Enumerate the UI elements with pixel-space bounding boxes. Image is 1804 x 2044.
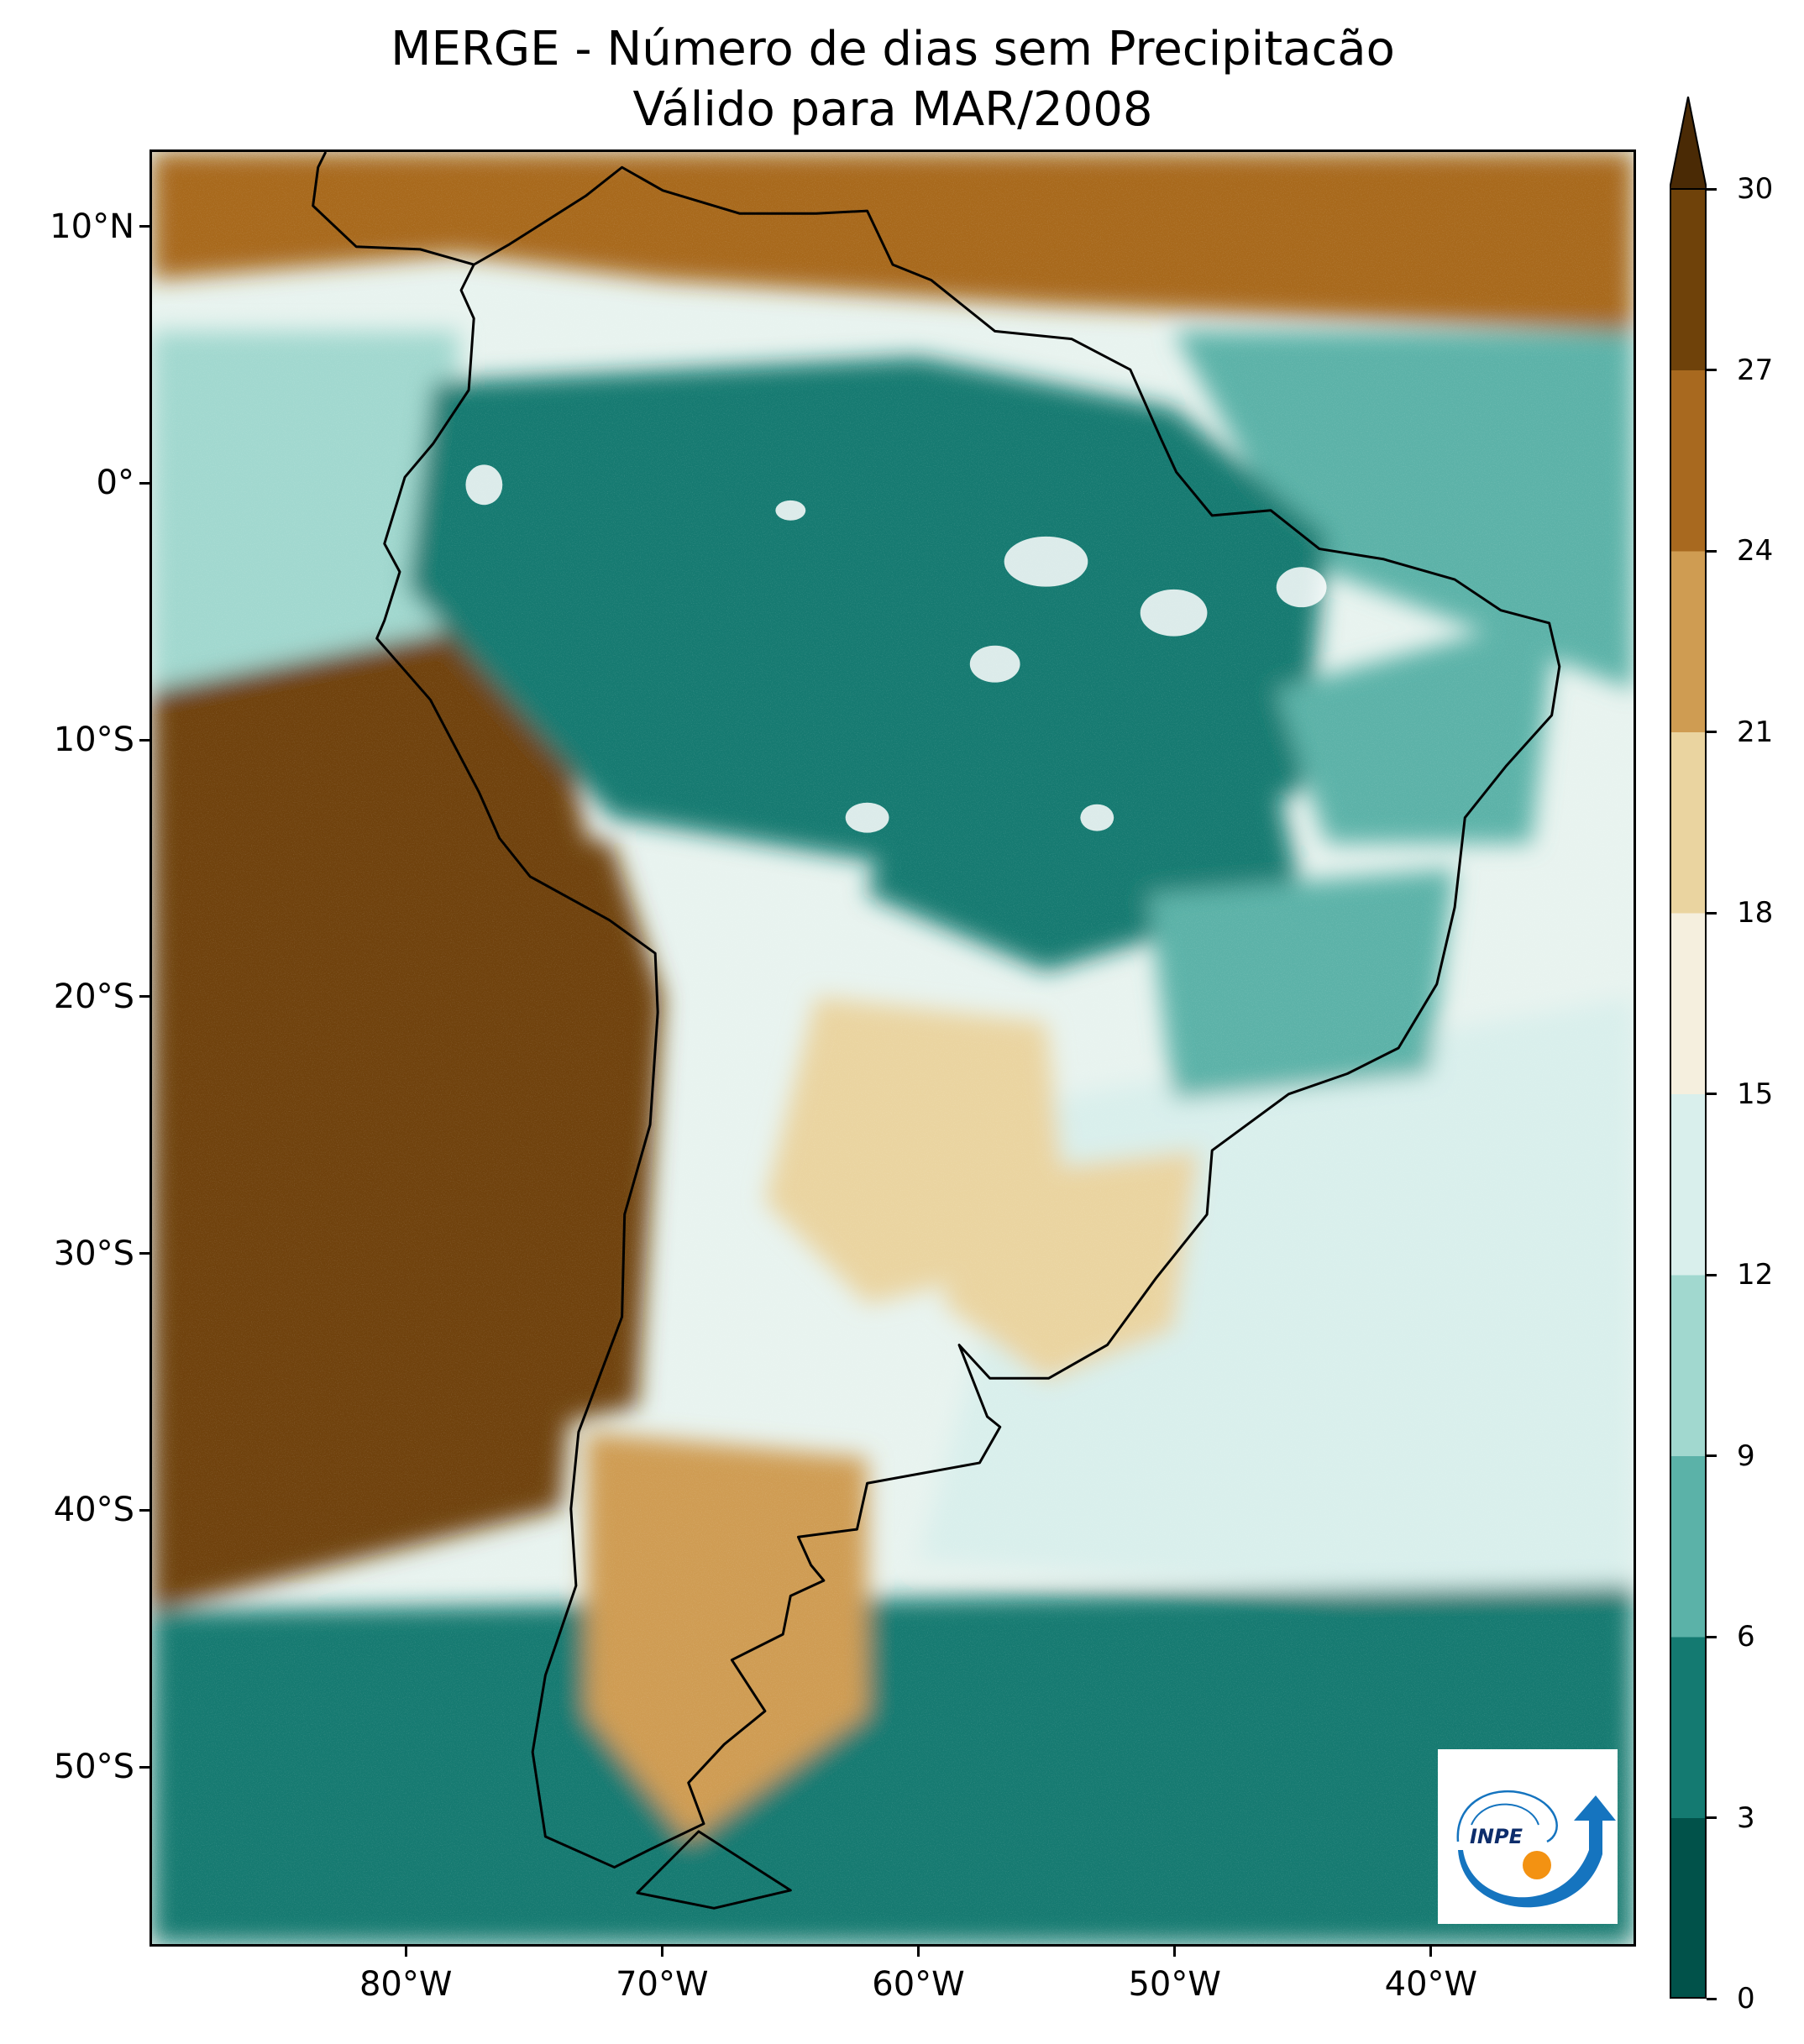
colorbar-bin	[1670, 369, 1707, 552]
colorbar-tick-mark	[1707, 369, 1717, 371]
colorbar-bin	[1670, 1455, 1707, 1638]
colorbar-tick-label: 12	[1737, 1258, 1774, 1292]
colorbar	[1670, 97, 1707, 1999]
colorbar-bin	[1670, 1275, 1707, 1456]
x-tick-mark	[404, 1947, 407, 1957]
colorbar-bin	[1670, 1817, 1707, 1999]
colorbar-tick-label: 27	[1737, 353, 1774, 387]
x-tick-label: 50°W	[1128, 1965, 1221, 2004]
x-tick-mark	[1429, 1947, 1433, 1957]
coastline-layer	[312, 152, 1561, 1910]
map-subtitle: Válido para MAR/2008	[632, 82, 1153, 137]
y-tick-label: 10°N	[50, 207, 134, 246]
x-tick-label: 80°W	[359, 1965, 453, 2004]
y-tick-label: 0°	[96, 464, 134, 503]
y-tick-label: 30°S	[53, 1234, 134, 1273]
inpe-logo-icon: INPE	[1456, 1790, 1616, 1908]
colorbar-tick-mark	[1707, 731, 1717, 733]
colorbar-tick-label: 6	[1737, 1620, 1755, 1654]
colorbar-tick-mark	[1707, 1454, 1717, 1457]
colorbar-bin	[1670, 551, 1707, 732]
y-tick-mark	[139, 1508, 149, 1512]
y-tick-mark	[139, 1252, 149, 1255]
x-tick-label: 40°W	[1384, 1965, 1478, 2004]
x-tick-label: 60°W	[872, 1965, 965, 2004]
y-tick-mark	[139, 225, 149, 228]
y-tick-label: 20°S	[53, 977, 134, 1016]
precipitation-map	[152, 152, 1634, 1944]
colorbar-tick-label: 30	[1737, 172, 1774, 206]
colorbar-tick-label: 18	[1737, 896, 1774, 930]
colorbar-tick-mark	[1707, 1273, 1717, 1276]
colorbar-tick-label: 9	[1737, 1439, 1755, 1473]
colorbar-tick-mark	[1707, 1997, 1717, 2000]
x-tick-label: 70°W	[616, 1965, 709, 2004]
inpe-logo: INPE	[1438, 1749, 1618, 1924]
colorbar-tick-label: 3	[1737, 1800, 1755, 1835]
central-america-coastline	[312, 152, 475, 266]
colorbar-outline	[1670, 188, 1707, 1999]
colorbar-tick-label: 21	[1737, 715, 1774, 749]
colorbar-tick-mark	[1707, 187, 1717, 191]
colorbar-tick-mark	[1707, 1816, 1717, 1819]
y-tick-mark	[139, 995, 149, 998]
colorbar-extend-arrow	[1670, 97, 1707, 190]
y-tick-label: 50°S	[53, 1748, 134, 1786]
colorbar-tick-mark	[1707, 911, 1717, 915]
y-tick-mark	[139, 1765, 149, 1769]
colorbar-tick-mark	[1707, 549, 1717, 553]
colorbar-tick-label: 24	[1737, 534, 1774, 568]
x-tick-mark	[917, 1947, 920, 1957]
x-tick-mark	[1173, 1947, 1177, 1957]
map-title: MERGE - Número de dias sem Precipitacão	[391, 22, 1395, 76]
colorbar-bin	[1670, 189, 1707, 370]
south-america-coastline	[375, 165, 1561, 1869]
colorbar-bin	[1670, 913, 1707, 1094]
y-tick-label: 40°S	[53, 1491, 134, 1530]
colorbar-tick-label: 15	[1737, 1077, 1774, 1111]
y-tick-mark	[139, 481, 149, 485]
tierra-del-fuego-coastline	[636, 1830, 792, 1910]
map-plot-area	[149, 149, 1636, 1947]
colorbar-tick-mark	[1707, 1635, 1717, 1638]
colorbar-tick-mark	[1707, 1093, 1717, 1095]
colorbar-bin	[1670, 1093, 1707, 1276]
field-texture	[152, 152, 1634, 1944]
speckle-layer	[152, 152, 1634, 1944]
inpe-logo-text: INPE	[1470, 1825, 1523, 1848]
x-tick-mark	[660, 1947, 663, 1957]
y-tick-mark	[139, 738, 149, 742]
colorbar-bin	[1670, 731, 1707, 914]
y-tick-label: 10°S	[53, 721, 134, 760]
colorbar-bin	[1670, 1637, 1707, 1818]
colorbar-tick-label: 0	[1737, 1982, 1755, 2015]
